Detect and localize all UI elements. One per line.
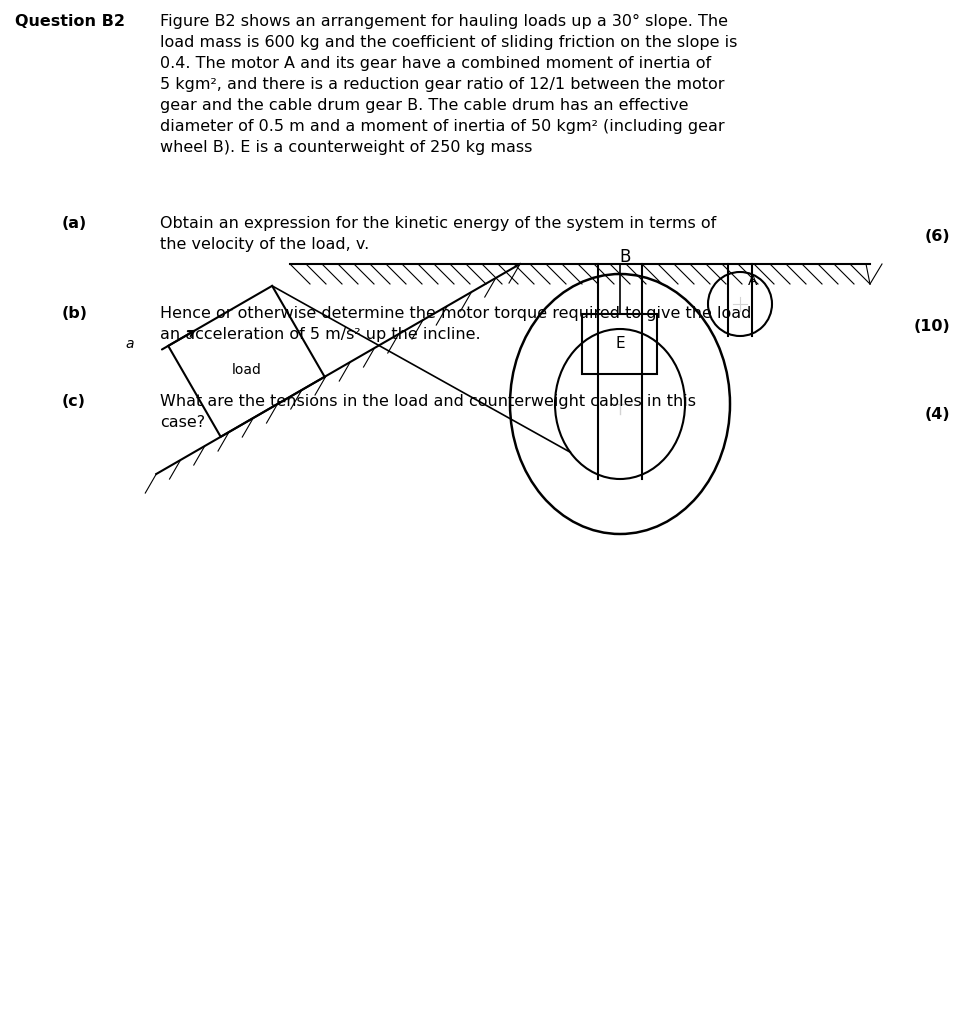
Text: A: A — [748, 274, 756, 288]
Text: Question B2: Question B2 — [15, 14, 125, 29]
Text: (4): (4) — [924, 407, 949, 422]
Text: a: a — [126, 337, 135, 351]
Text: (a): (a) — [62, 216, 87, 231]
Text: E: E — [614, 337, 624, 351]
Text: (10): (10) — [912, 319, 949, 334]
Text: Hence or otherwise determine the motor torque required to give the load
an accel: Hence or otherwise determine the motor t… — [160, 306, 751, 342]
Text: Figure B2 shows an arrangement for hauling loads up a 30° slope. The
load mass i: Figure B2 shows an arrangement for hauli… — [160, 14, 737, 155]
Text: load: load — [232, 364, 261, 378]
Text: (6): (6) — [924, 229, 949, 244]
Text: B: B — [619, 248, 630, 266]
Text: (c): (c) — [62, 394, 86, 409]
Text: (b): (b) — [62, 306, 87, 321]
Text: What are the tensions in the load and counterweight cables in this
case?: What are the tensions in the load and co… — [160, 394, 695, 430]
Text: Obtain an expression for the kinetic energy of the system in terms of
the veloci: Obtain an expression for the kinetic ene… — [160, 216, 716, 252]
